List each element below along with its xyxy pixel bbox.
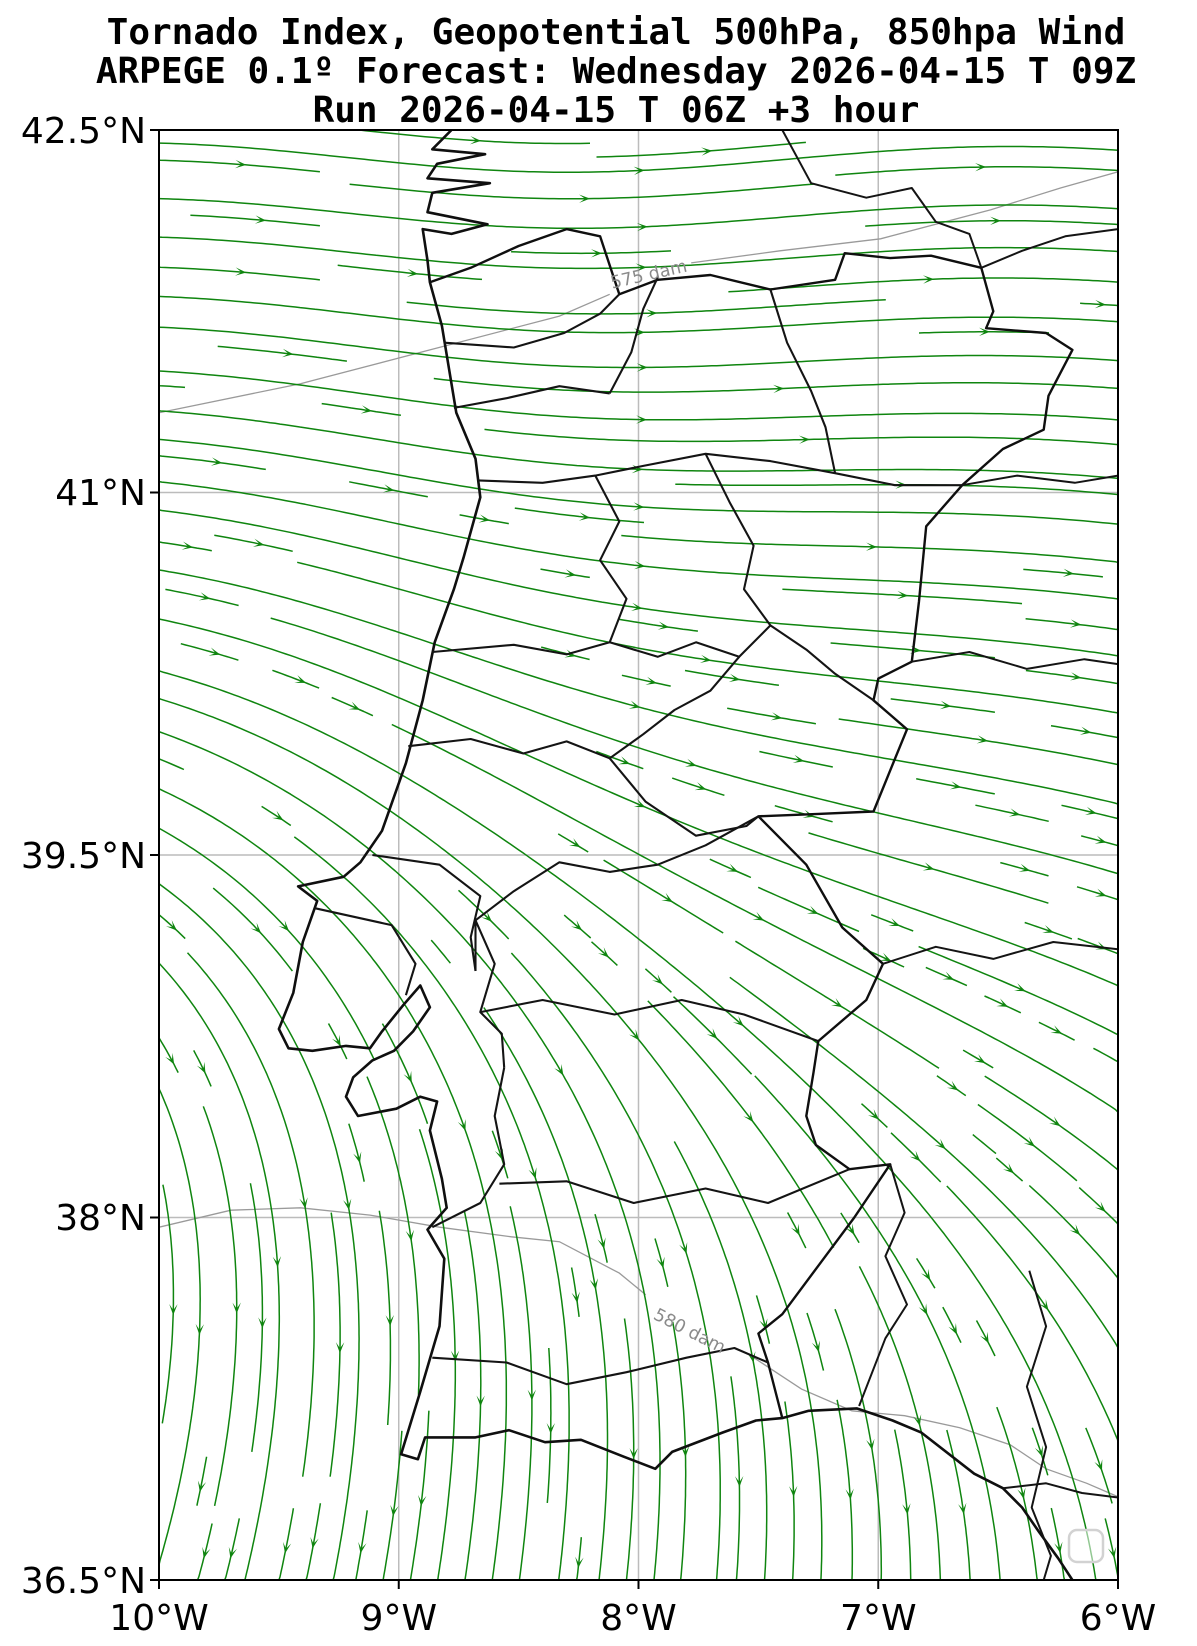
wind-streamlines-layer — [159, 130, 1118, 1580]
title-line-1: Tornado Index, Geopotential 500hPa, 850h… — [107, 12, 1126, 53]
x-tick-label: 7°W — [840, 1598, 917, 1639]
overlay-badge — [1067, 1528, 1105, 1564]
x-tick-label: 8°W — [600, 1598, 677, 1639]
title-line-3: Run 2026-04-15 T 06Z +3 hour — [313, 90, 920, 131]
y-tick-label: 42.5°N — [21, 111, 146, 152]
plot-area: 575 dam 580 dam — [150, 129, 1119, 1589]
y-tick-label: 41°N — [55, 473, 146, 514]
x-tick-label: 9°W — [361, 1598, 438, 1639]
title-line-2: ARPEGE 0.1º Forecast: Wednesday 2026-04-… — [96, 51, 1136, 92]
contour-label-575dam: 575 dam — [609, 257, 689, 294]
contour-label-580dam: 580 dam — [650, 1305, 728, 1358]
x-tick-label: 10°W — [109, 1598, 208, 1639]
basemap-borders-layer — [277, 130, 1118, 1580]
y-tick-label: 36.5°N — [21, 1561, 146, 1602]
x-tick-label: 6°W — [1080, 1598, 1157, 1639]
axis-ticks-layer — [150, 129, 1119, 1589]
y-tick-label: 39.5°N — [21, 836, 146, 877]
y-tick-label: 38°N — [55, 1198, 146, 1239]
